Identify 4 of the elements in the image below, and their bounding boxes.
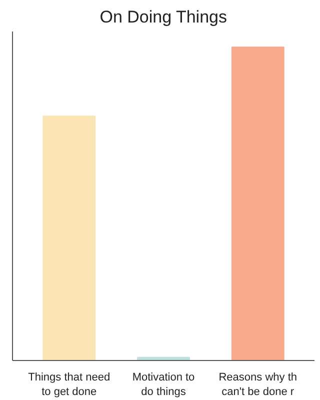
chart-title: On Doing Things [100,8,227,26]
x-tick-label: Things that need to get done [28,372,110,398]
x-tick-label: Motivation to do things [132,372,195,398]
x-tick-label: Reasons why th can't be done r [218,372,298,398]
